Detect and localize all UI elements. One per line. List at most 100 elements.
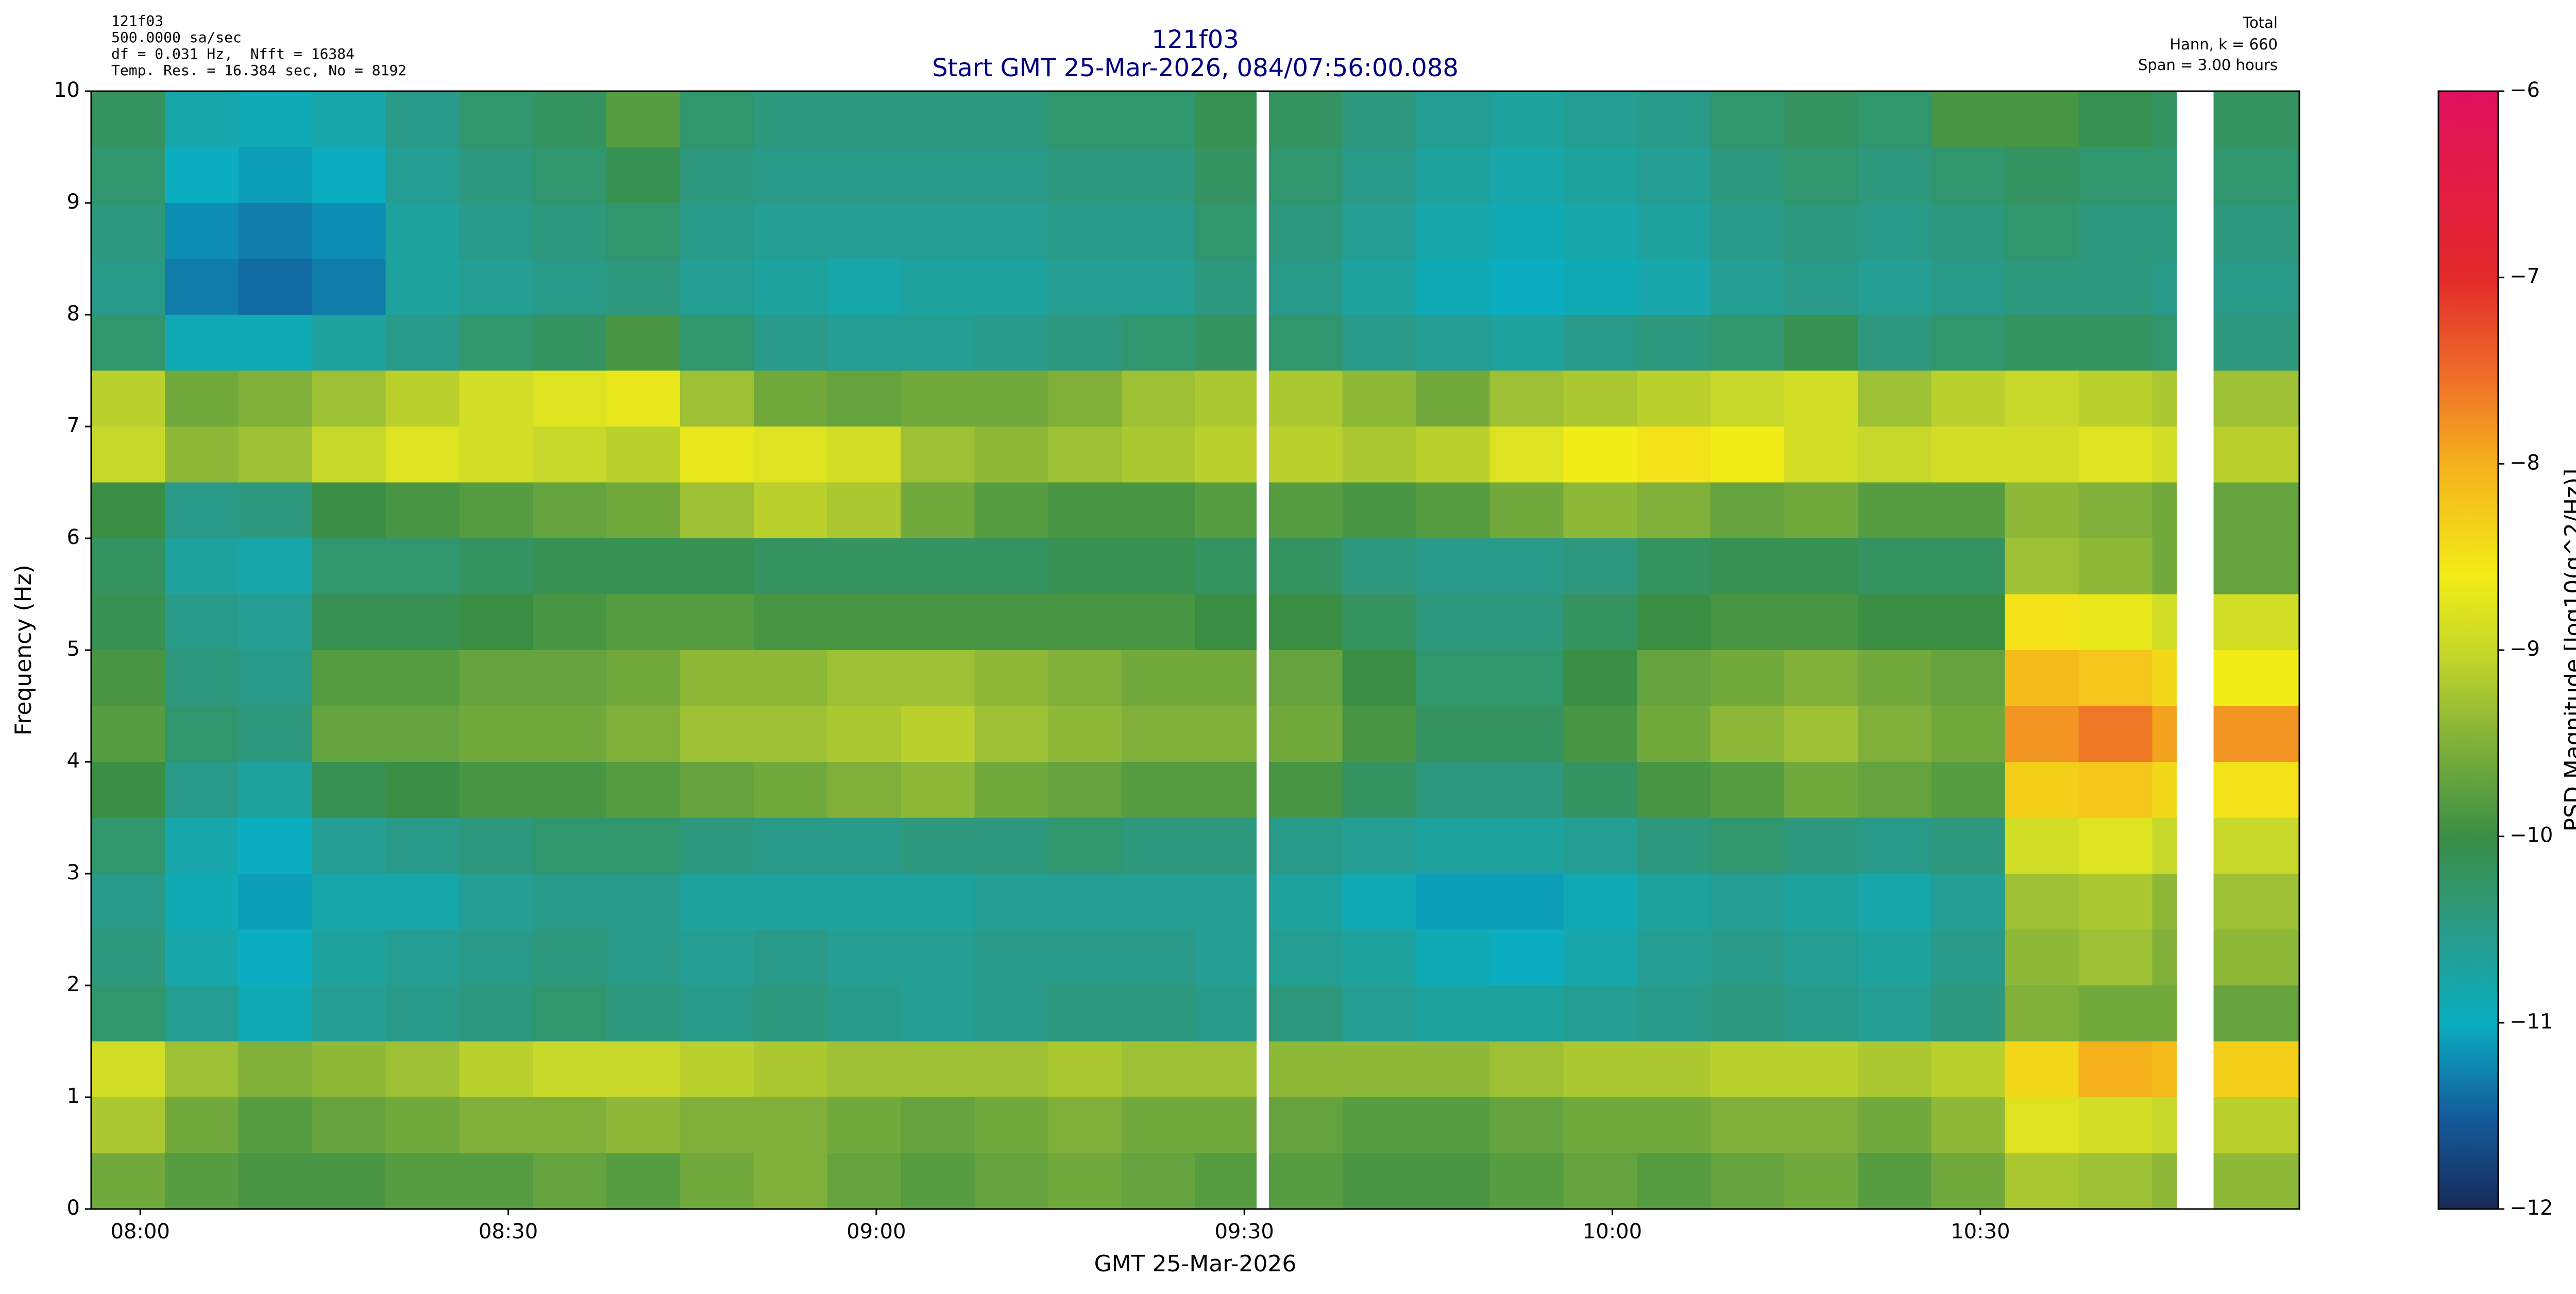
heatmap-cell [1563, 1097, 1637, 1153]
heatmap-cell [1342, 594, 1416, 650]
heatmap-cell [1342, 538, 1416, 594]
heatmap-cell [1489, 1041, 1564, 1097]
heatmap-cell [1710, 315, 1784, 371]
heatmap-cell [164, 818, 239, 874]
heatmap-cell [91, 203, 165, 259]
heatmap-cell [238, 259, 312, 315]
heatmap-cell [1048, 762, 1122, 818]
heatmap-cell [533, 818, 607, 874]
heatmap-cell [974, 818, 1048, 874]
heatmap-cell [1122, 427, 1195, 483]
heatmap-cell [2005, 1153, 2079, 1209]
heatmap-cell [1342, 1153, 1416, 1209]
heatmap-cell [1048, 538, 1122, 594]
heatmap-cell [2005, 427, 2079, 483]
heatmap-cell [606, 985, 680, 1042]
heatmap-cell [753, 874, 827, 930]
heatmap-cell [2078, 594, 2153, 650]
heatmap-cell [2152, 706, 2177, 762]
colorbar [2437, 90, 2499, 1210]
x-tick-label: 08:00 [111, 1220, 170, 1244]
heatmap-cell [901, 1153, 975, 1209]
heatmap-cell [680, 929, 754, 985]
heatmap-cell [1784, 315, 1858, 371]
heatmap-cell [1048, 594, 1122, 650]
heatmap-cell [459, 762, 533, 818]
heatmap-cell [827, 315, 901, 371]
heatmap-cell [238, 427, 312, 483]
heatmap-cell [459, 538, 533, 594]
heatmap-cell [2152, 427, 2177, 483]
heatmap-cell [974, 650, 1048, 706]
heatmap-cell [1931, 762, 2005, 818]
heatmap-cell [680, 147, 754, 203]
heatmap-cell [238, 594, 312, 650]
heatmap-cell [312, 1153, 386, 1209]
heatmap-cell [1637, 818, 1711, 874]
heatmap-cell [459, 874, 533, 930]
heatmap [91, 91, 2299, 1209]
heatmap-cell [606, 1153, 680, 1209]
colorbar-tick-label: −9 [2510, 637, 2540, 661]
heatmap-cell [2078, 762, 2153, 818]
heatmap-cell [2213, 315, 2299, 371]
heatmap-cell [1784, 147, 1858, 203]
heatmap-cell [2005, 818, 2079, 874]
heatmap-cell [680, 315, 754, 371]
heatmap-cell [385, 1041, 460, 1097]
heatmap-cell [2005, 259, 2079, 315]
heatmap-cell [1342, 818, 1416, 874]
heatmap-cell [680, 818, 754, 874]
heatmap-cell [385, 259, 460, 315]
heatmap-cell [606, 203, 680, 259]
heatmap-cell [1637, 594, 1711, 650]
heatmap-cell [1489, 147, 1564, 203]
heatmap-cell [827, 427, 901, 483]
heatmap-cell [459, 706, 533, 762]
heatmap-cell [680, 594, 754, 650]
heatmap-cell [1342, 427, 1416, 483]
heatmap-cell [2213, 203, 2299, 259]
annotation: Total [2242, 14, 2278, 31]
heatmap-cell [1416, 315, 1490, 371]
heatmap-cell [2005, 147, 2079, 203]
heatmap-cell [1784, 762, 1858, 818]
heatmap-cell [1710, 91, 1784, 147]
heatmap-cell [753, 427, 827, 483]
heatmap-cell [2005, 91, 2079, 147]
heatmap-cell [1637, 762, 1711, 818]
heatmap-cell [91, 594, 165, 650]
heatmap-cell [2213, 259, 2299, 315]
heatmap-cell [1195, 650, 1257, 706]
heatmap-cell [1931, 594, 2005, 650]
heatmap-cell [2152, 1097, 2177, 1153]
heatmap-cell [1931, 985, 2005, 1042]
heatmap-cell [2005, 706, 2079, 762]
heatmap-cell [901, 594, 975, 650]
heatmap-cell [1710, 1153, 1784, 1209]
heatmap-cell [974, 482, 1048, 538]
heatmap-cell [2213, 1153, 2299, 1209]
heatmap-cell [2152, 91, 2177, 147]
y-tick-label: 8 [67, 302, 80, 326]
heatmap-cell [974, 706, 1048, 762]
heatmap-cell [1931, 1097, 2005, 1153]
heatmap-cell [680, 874, 754, 930]
heatmap-cell [1710, 985, 1784, 1042]
heatmap-cell [312, 259, 386, 315]
heatmap-cell [2152, 1153, 2177, 1209]
heatmap-cell [1710, 1097, 1784, 1153]
heatmap-cell [1416, 594, 1490, 650]
heatmap-cell [901, 1097, 975, 1153]
heatmap-cell [974, 315, 1048, 371]
heatmap-cell [1416, 538, 1490, 594]
heatmap-cell [533, 315, 607, 371]
heatmap-cell [91, 91, 165, 147]
heatmap-cell [753, 650, 827, 706]
heatmap-cell [901, 762, 975, 818]
heatmap-cell [1710, 874, 1784, 930]
heatmap-cell [1710, 538, 1784, 594]
heatmap-cell [385, 594, 460, 650]
y-tick-label: 6 [67, 525, 80, 549]
